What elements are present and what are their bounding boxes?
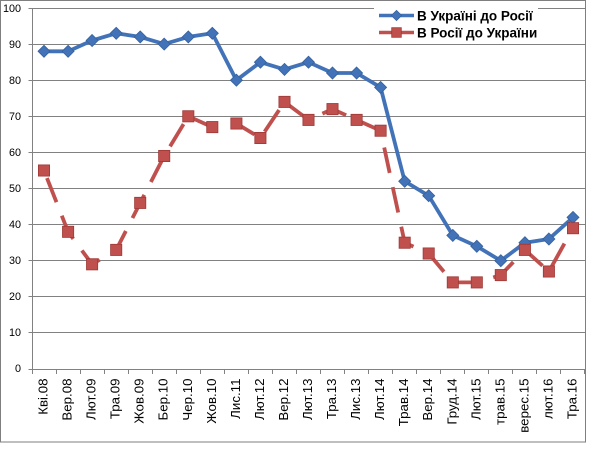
svg-text:Тра.09: Тра.09: [108, 379, 123, 420]
svg-text:Тра.13: Тра.13: [324, 379, 339, 420]
svg-text:В Україні до Росії: В Україні до Росії: [417, 8, 534, 23]
svg-text:Жов.10: Жов.10: [204, 379, 219, 424]
svg-text:Лют.15: Лют.15: [468, 379, 483, 421]
svg-text:Вер.14: Вер.14: [420, 379, 435, 421]
svg-text:Лют.13: Лют.13: [300, 379, 315, 421]
svg-text:Груд.14: Груд.14: [444, 379, 459, 425]
svg-text:Лют.09: Лют.09: [84, 379, 99, 421]
svg-text:Жов.09: Жов.09: [132, 379, 147, 424]
svg-text:Бер.10: Бер.10: [156, 379, 171, 421]
svg-text:60: 60: [9, 147, 21, 159]
svg-text:90: 90: [9, 39, 21, 51]
svg-text:Вер.12: Вер.12: [276, 379, 291, 421]
svg-text:лют.16: лют.16: [540, 379, 555, 420]
svg-text:Тра.16: Тра.16: [565, 379, 580, 420]
svg-text:100: 100: [3, 3, 21, 15]
svg-text:Вер.08: Вер.08: [60, 379, 75, 421]
svg-text:Лис.11: Лис.11: [228, 379, 243, 419]
svg-text:верес.15: верес.15: [516, 379, 531, 433]
svg-text:80: 80: [9, 75, 21, 87]
svg-text:70: 70: [9, 111, 21, 123]
svg-text:Кві.08: Кві.08: [36, 379, 51, 415]
svg-text:50: 50: [9, 183, 21, 195]
svg-text:10: 10: [9, 327, 21, 339]
svg-text:Лют.12: Лют.12: [252, 379, 267, 421]
svg-text:Трав.14: Трав.14: [396, 379, 411, 427]
svg-text:40: 40: [9, 219, 21, 231]
svg-text:Лют.14: Лют.14: [372, 379, 387, 421]
svg-text:В Росії до України: В Росії до України: [417, 25, 537, 40]
svg-text:Лис.13: Лис.13: [348, 379, 363, 420]
svg-text:Чер.10: Чер.10: [180, 379, 195, 421]
svg-text:20: 20: [9, 291, 21, 303]
svg-text:30: 30: [9, 255, 21, 267]
svg-text:трав.15: трав.15: [492, 379, 507, 425]
svg-text:0: 0: [15, 363, 21, 375]
